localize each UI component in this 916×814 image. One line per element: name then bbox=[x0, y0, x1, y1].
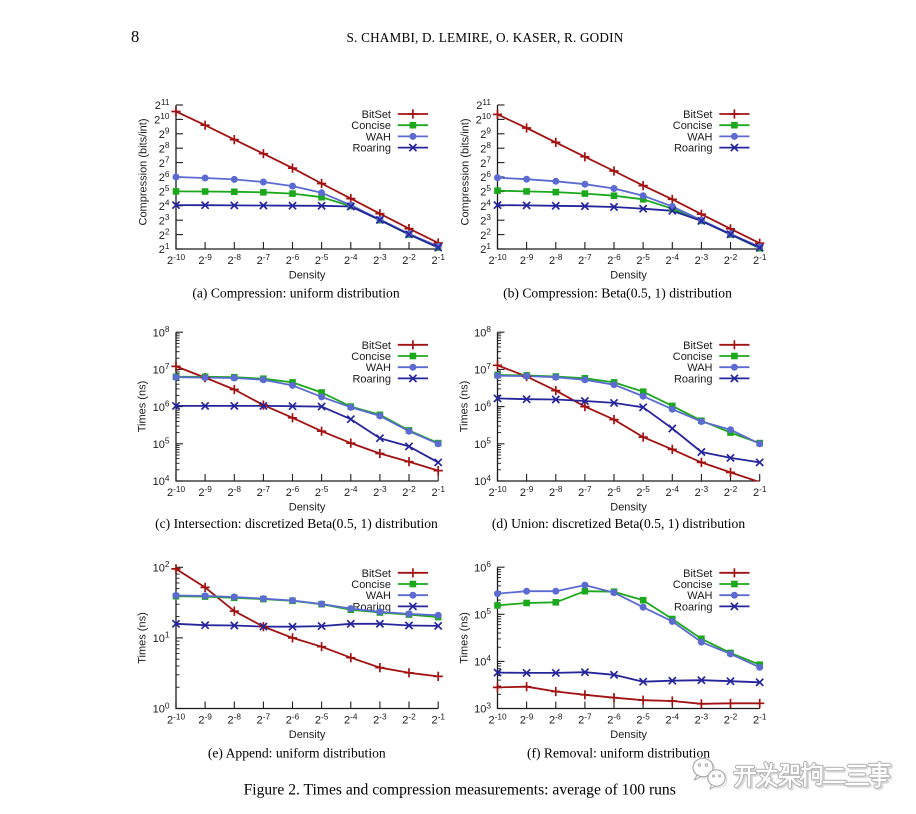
svg-text:22: 22 bbox=[480, 226, 491, 241]
svg-text:21: 21 bbox=[480, 241, 491, 256]
svg-text:Times (ns): Times (ns) bbox=[459, 612, 471, 664]
svg-text:Density: Density bbox=[289, 729, 326, 741]
svg-text:29: 29 bbox=[480, 126, 491, 141]
svg-text:Compression (bits/int): Compression (bits/int) bbox=[138, 119, 150, 226]
svg-text:(d) Union: discretized Beta(0.: (d) Union: discretized Beta(0.5, 1) dist… bbox=[492, 516, 746, 532]
svg-text:Concise: Concise bbox=[673, 579, 713, 591]
svg-text:Density: Density bbox=[610, 269, 647, 281]
svg-text:BitSet: BitSet bbox=[362, 340, 391, 352]
svg-text:BitSet: BitSet bbox=[683, 568, 712, 580]
svg-text:(c) Intersection: discretized: (c) Intersection: discretized Beta(0.5, … bbox=[155, 516, 438, 532]
svg-text:WAH: WAH bbox=[366, 590, 391, 602]
svg-text:Concise: Concise bbox=[351, 351, 391, 363]
svg-text:Times (ns): Times (ns) bbox=[459, 381, 471, 433]
svg-text:29: 29 bbox=[159, 126, 170, 141]
svg-text:Concise: Concise bbox=[673, 351, 713, 363]
svg-text:(a) Compression: uniform distr: (a) Compression: uniform distribution bbox=[192, 285, 399, 301]
svg-text:WAH: WAH bbox=[687, 590, 712, 602]
svg-text:23: 23 bbox=[480, 212, 491, 227]
svg-text:26: 26 bbox=[480, 169, 491, 184]
svg-text:28: 28 bbox=[159, 140, 170, 155]
svg-text:27: 27 bbox=[480, 154, 491, 169]
svg-text:BitSet: BitSet bbox=[362, 568, 391, 580]
svg-text:Roaring: Roaring bbox=[674, 373, 713, 385]
svg-text:Density: Density bbox=[289, 269, 326, 281]
svg-text:WAH: WAH bbox=[687, 131, 712, 143]
svg-text:Roaring: Roaring bbox=[352, 143, 391, 155]
svg-text:WAH: WAH bbox=[366, 362, 391, 374]
svg-text:(f) Removal: uniform distribut: (f) Removal: uniform distribution bbox=[527, 746, 710, 762]
svg-text:23: 23 bbox=[159, 212, 170, 227]
svg-text:24: 24 bbox=[480, 198, 491, 213]
svg-text:Roaring: Roaring bbox=[674, 143, 713, 155]
svg-text:21: 21 bbox=[159, 241, 170, 256]
svg-text:Compression (bits/int): Compression (bits/int) bbox=[460, 119, 472, 226]
svg-text:25: 25 bbox=[159, 183, 170, 198]
svg-text:Roaring: Roaring bbox=[352, 373, 391, 385]
svg-text:Density: Density bbox=[610, 501, 647, 513]
svg-text:28: 28 bbox=[480, 140, 491, 155]
svg-text:(e) Append: uniform distributi: (e) Append: uniform distribution bbox=[208, 746, 386, 762]
svg-text:Figure 2. Times and compressio: Figure 2. Times and compression measurem… bbox=[244, 782, 676, 799]
svg-text:8: 8 bbox=[131, 27, 139, 46]
svg-text:Concise: Concise bbox=[351, 579, 391, 591]
svg-text:(b) Compression: Beta(0.5, 1): (b) Compression: Beta(0.5, 1) distributi… bbox=[503, 285, 732, 301]
svg-text:Times (ns): Times (ns) bbox=[137, 381, 149, 433]
svg-text:WAH: WAH bbox=[366, 131, 391, 143]
svg-text:Roaring: Roaring bbox=[674, 601, 713, 613]
svg-text:S. CHAMBI, D. LEMIRE, O. KASER: S. CHAMBI, D. LEMIRE, O. KASER, R. GODIN bbox=[347, 30, 624, 45]
svg-text:Times (ns): Times (ns) bbox=[137, 612, 149, 664]
svg-text:WAH: WAH bbox=[687, 362, 712, 374]
svg-text:BitSet: BitSet bbox=[683, 340, 712, 352]
svg-text:BitSet: BitSet bbox=[683, 109, 712, 121]
svg-text:24: 24 bbox=[159, 198, 170, 213]
svg-text:22: 22 bbox=[159, 226, 170, 241]
svg-text:26: 26 bbox=[159, 169, 170, 184]
svg-text:Concise: Concise bbox=[673, 120, 713, 132]
svg-text:Density: Density bbox=[289, 501, 326, 513]
svg-text:Concise: Concise bbox=[351, 120, 391, 132]
svg-text:BitSet: BitSet bbox=[362, 109, 391, 121]
svg-text:Density: Density bbox=[610, 729, 647, 741]
svg-text:25: 25 bbox=[480, 183, 491, 198]
svg-text:27: 27 bbox=[159, 154, 170, 169]
